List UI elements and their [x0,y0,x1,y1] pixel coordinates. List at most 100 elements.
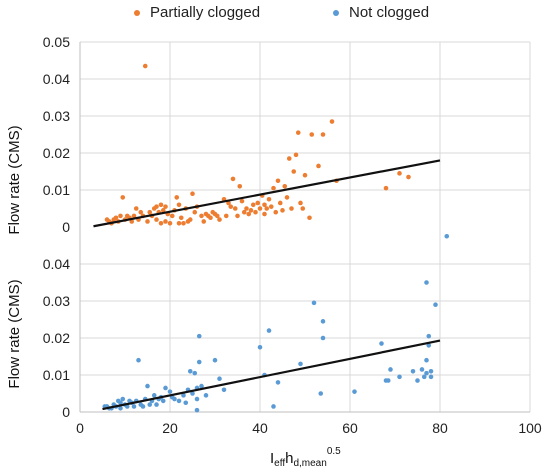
not-clogged-point-27 [160,398,166,404]
x-axis-title: Ieffhd,mean0.5 [270,446,341,469]
partially-clogged-point-81 [280,208,285,213]
top-panel: 0 0.01 0.02 0.03 0.04 0.05 [43,34,531,235]
partially-clogged-point-76 [268,204,274,209]
partially-clogged-point-38 [181,221,186,226]
y-tick-label-1-1: 0.01 [43,367,70,383]
not-clogged-point-28 [163,385,168,391]
not-clogged-point-62 [385,378,391,383]
legend-marker-blue [333,9,339,16]
partially-clogged-point-52 [214,213,220,219]
legend-label-not-clogged: Not clogged [349,4,430,21]
partially-clogged-point-35 [176,221,182,226]
legend-marker-orange [134,9,140,16]
partially-clogged-point-61 [237,184,243,189]
not-clogged-point-71 [424,357,429,363]
partially-clogged-point-55 [223,213,229,219]
not-clogged-point-46 [212,357,218,363]
partially-clogged-point-58 [230,176,236,182]
partially-clogged-point-34 [174,195,180,200]
not-clogged-point-31 [172,396,177,402]
not-clogged-point-8 [118,400,123,406]
x-tick-label-5: 100 [518,420,542,436]
y-tick-label-1-0: 0 [62,404,70,420]
partially-clogged-point-83 [284,195,290,200]
partially-clogged-point-87 [293,152,299,158]
partially-clogged-point-28 [163,204,168,209]
not-clogged-point-9 [120,396,126,402]
partially-clogged-point-57 [228,204,234,209]
not-clogged-point-21 [147,402,153,407]
y-tick-label-0-3: 0.03 [43,108,70,124]
partially-clogged-point-89 [298,200,303,206]
partially-clogged-point-23 [154,217,159,222]
not-clogged-point-38 [192,370,198,376]
partially-clogged-point-64 [244,206,249,211]
not-clogged-point-54 [298,361,303,367]
legend-label-partially-clogged: Partially clogged [150,4,261,21]
y-tick-label-1-3: 0.03 [43,293,70,309]
not-clogged-point-73 [426,333,432,339]
partially-clogged-point-31 [167,221,173,226]
y-tick-label-1-2: 0.02 [43,330,70,346]
partially-clogged-point-59 [232,206,238,211]
partially-clogged-point-45 [199,213,204,219]
not-clogged-point-40 [194,396,200,402]
not-clogged-point-58 [320,335,326,341]
not-clogged-point-7 [118,406,123,411]
not-clogged-point-18 [140,404,146,409]
not-clogged-point-52 [271,404,276,409]
partially-clogged-point-72 [262,202,267,208]
legend: Partially clogged Not clogged [0,4,550,26]
partially-clogged-point-92 [307,215,312,221]
not-clogged-point-63 [388,367,393,372]
not-clogged-point-48 [221,387,227,393]
not-clogged-point-74 [428,369,434,374]
partially-clogged-point-75 [266,196,272,202]
not-clogged-point-76 [433,302,438,308]
partially-clogged-point-4 [113,215,119,221]
not-clogged-point-32 [176,398,182,404]
not-clogged-point-23 [151,393,157,398]
partially-clogged-point-78 [273,209,279,215]
partially-clogged-point-46 [201,219,207,224]
y-tick-label-0-2: 0.02 [43,145,70,161]
not-clogged-point-66 [415,378,420,383]
partially-clogged-point-43 [192,209,198,215]
partially-clogged-point-69 [255,200,261,206]
not-clogged-point-44 [199,383,204,389]
not-clogged-point-29 [167,389,173,394]
not-clogged-point-75 [428,374,434,380]
x-tick-label-2: 40 [252,420,268,436]
not-clogged-point-33 [181,393,186,398]
partially-clogged-point-100 [406,174,411,180]
partially-clogged-point-77 [271,185,276,191]
not-clogged-point-41 [194,407,200,413]
partially-clogged-point-49 [208,215,213,221]
y-tick-label-0-0: 0 [62,219,70,235]
partially-clogged-point-86 [291,169,297,174]
partially-clogged-point-41 [187,217,193,222]
partially-clogged-point-42 [190,191,195,196]
partially-clogged-point-95 [320,132,326,137]
partially-clogged-point-94 [316,163,321,169]
y-tick-label-1-4: 0.04 [43,256,70,272]
partially-clogged-point-96 [329,119,335,124]
partially-clogged-point-82 [282,184,288,189]
partially-clogged-point-74 [264,206,270,211]
not-clogged-point-16 [136,357,141,363]
partially-clogged-point-63 [241,209,247,215]
partially-clogged-point-19 [147,209,153,215]
partially-clogged-point-18 [145,219,150,224]
partially-clogged-point-91 [302,172,308,178]
not-clogged-point-53 [275,380,281,385]
x-tick-label-4: 80 [432,420,448,436]
partially-clogged-point-13 [133,206,139,211]
not-clogged-point-34 [183,400,189,406]
not-clogged-point-20 [145,383,150,389]
not-clogged-point-56 [318,391,324,396]
partially-clogged-point-62 [239,198,245,204]
partially-clogged-point-88 [295,130,301,135]
partially-clogged-point-27 [160,208,166,213]
not-clogged-point-72 [426,343,432,348]
partially-clogged-point-66 [248,208,254,213]
